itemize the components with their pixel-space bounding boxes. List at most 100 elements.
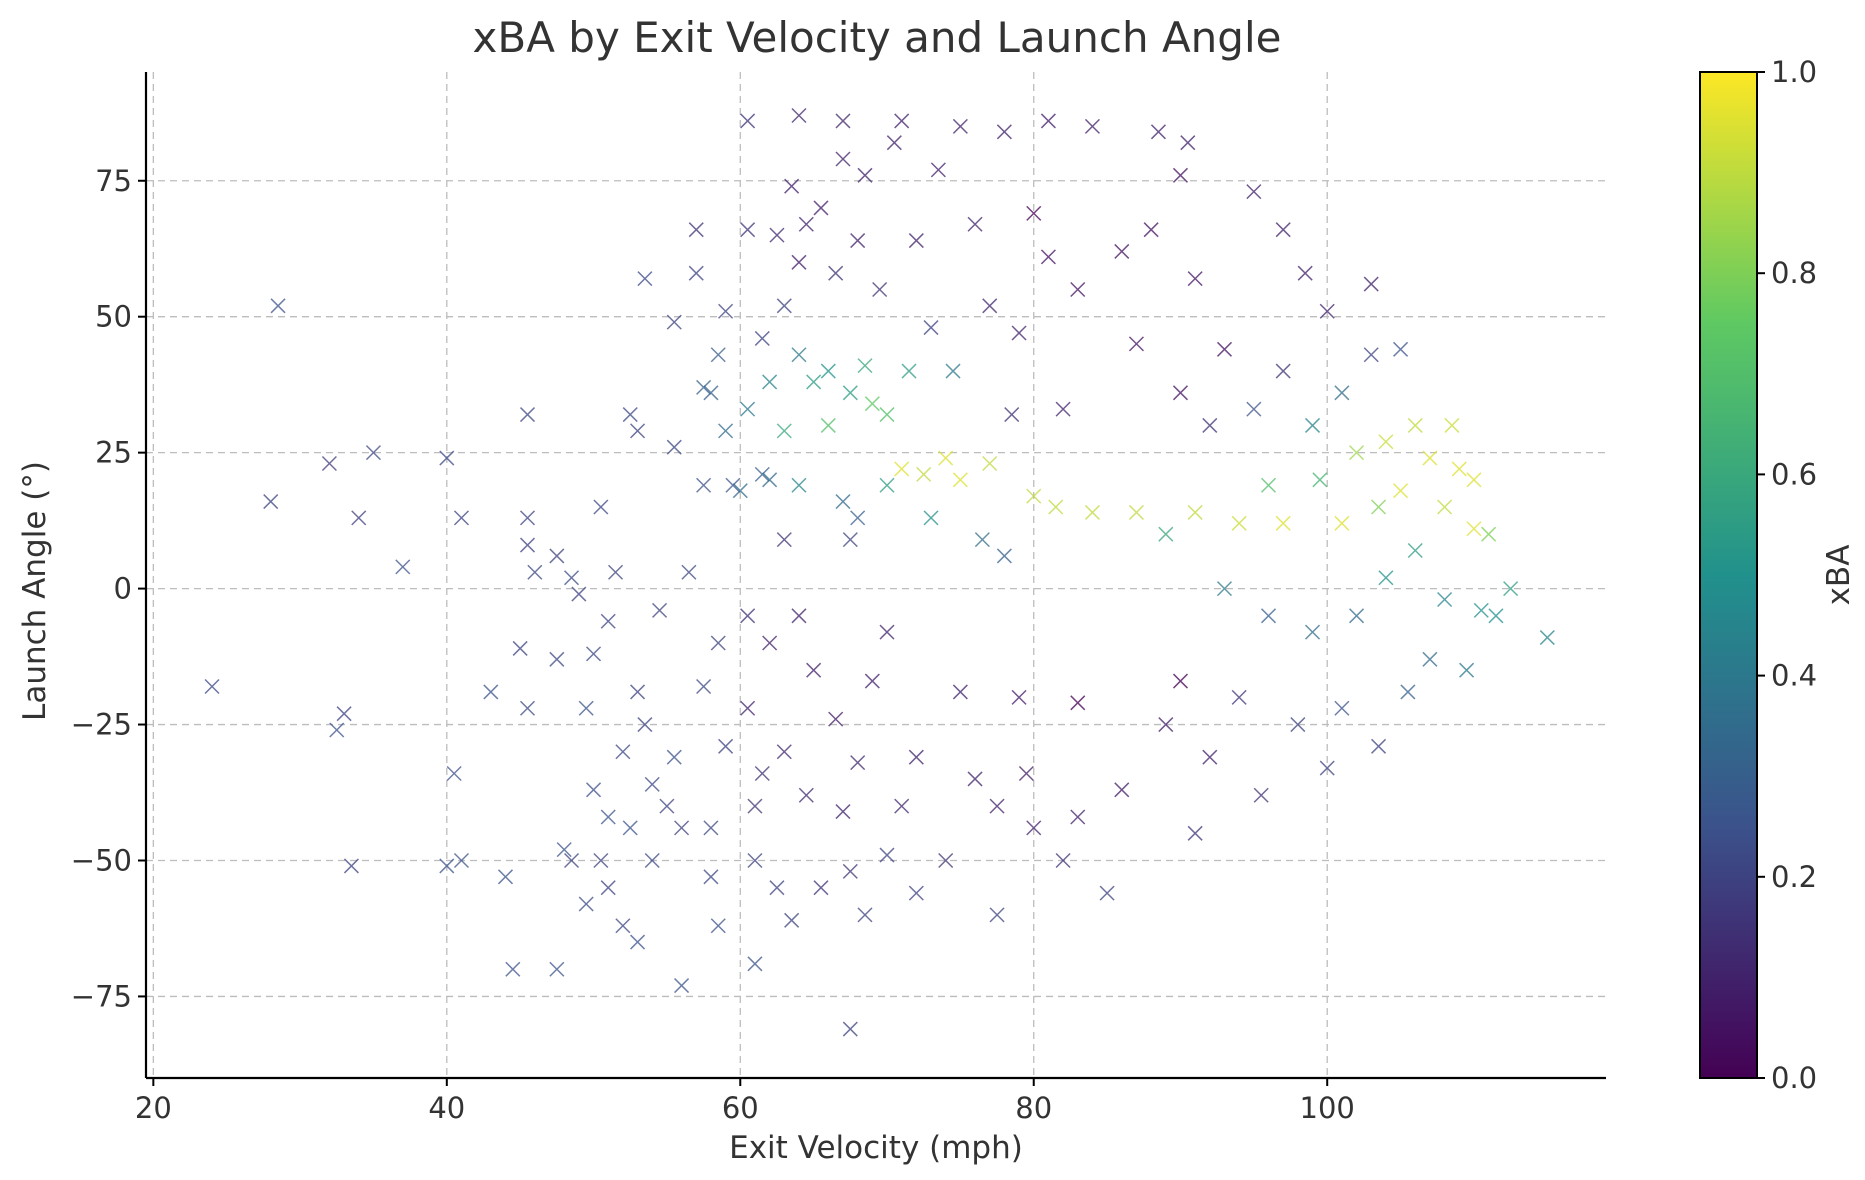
data-point [857, 167, 873, 183]
data-point [519, 537, 536, 553]
data-point [806, 374, 822, 390]
data-point [1187, 504, 1203, 520]
data-point [952, 118, 968, 134]
x-axis-label: Exit Velocity (mph) [729, 1130, 1023, 1166]
data-point [740, 222, 756, 238]
data-point [1048, 499, 1064, 515]
data-point [740, 700, 756, 716]
data-point [622, 407, 638, 423]
data-point [1275, 515, 1291, 531]
data-point [1466, 521, 1482, 537]
data-point [1290, 717, 1306, 733]
data-point [894, 798, 910, 814]
data-point [754, 466, 770, 482]
data-point [1114, 243, 1130, 259]
data-point [696, 477, 712, 493]
y-tick-label: 0 [114, 572, 132, 606]
grid [146, 72, 1606, 1078]
data-point [791, 254, 807, 270]
y-tick-label: −75 [71, 979, 132, 1013]
data-point [1026, 488, 1042, 504]
x-tick-label: 100 [1300, 1091, 1355, 1125]
x-tick-label: 80 [1015, 1091, 1052, 1125]
data-point [1114, 782, 1130, 798]
data-point [776, 423, 792, 439]
y-axis-label: Launch Angle (°) [17, 461, 53, 721]
data-point [901, 363, 917, 379]
data-point [395, 559, 411, 575]
colorbar-tick-label: 0.2 [1771, 860, 1817, 894]
data-point [644, 776, 660, 792]
data-point [842, 863, 858, 879]
data-point [791, 347, 807, 363]
data-point [622, 820, 638, 836]
data-point [703, 385, 719, 401]
data-point [857, 907, 873, 923]
data-point [1312, 472, 1328, 488]
data-point [710, 918, 726, 934]
data-point [630, 684, 646, 700]
data-point [952, 472, 968, 488]
data-point [1349, 608, 1365, 624]
data-point [769, 880, 785, 896]
data-point [1378, 434, 1394, 450]
data-point [600, 613, 616, 629]
data-point [578, 700, 594, 716]
data-point [776, 532, 792, 548]
data-point [1202, 749, 1218, 765]
data-point [762, 374, 778, 390]
data-point [938, 852, 954, 869]
data-point [1481, 526, 1497, 542]
data-point [718, 423, 734, 439]
data-point [696, 678, 712, 695]
data-point [336, 706, 352, 722]
data-point [666, 749, 682, 765]
data-point [1004, 407, 1020, 423]
data-point [1260, 477, 1277, 493]
data-point [1503, 581, 1519, 597]
data-point [1026, 205, 1042, 221]
data-point [321, 455, 337, 472]
data-point [659, 798, 675, 814]
data-point [996, 124, 1012, 140]
data-point [886, 135, 902, 151]
data-point [1055, 852, 1071, 869]
data-point [1305, 624, 1321, 640]
data-point [835, 494, 851, 510]
data-point [776, 744, 792, 760]
data-points [204, 107, 1555, 1037]
data-point [1349, 445, 1365, 461]
colorbar-tick-label: 1.0 [1771, 55, 1817, 89]
data-point [329, 722, 345, 738]
data-point [923, 320, 939, 336]
data-point [1371, 738, 1387, 754]
colorbar: 0.0 0.2 0.4 0.6 0.8 1.0 [1699, 55, 1817, 1095]
data-point [1371, 499, 1387, 515]
data-point [857, 358, 873, 374]
data-point [725, 477, 741, 493]
data-point [747, 852, 763, 869]
data-point [1202, 417, 1218, 433]
data-point [483, 684, 499, 700]
data-point [945, 363, 961, 379]
data-point [952, 684, 968, 700]
data-point [1011, 325, 1027, 341]
data-point [1407, 542, 1423, 559]
data-point [600, 809, 616, 825]
data-point [718, 738, 734, 754]
data-point [1172, 673, 1189, 689]
data-point [1040, 249, 1056, 265]
data-point [1363, 276, 1379, 292]
data-point [343, 858, 359, 874]
data-point [996, 548, 1012, 564]
data-point [1334, 515, 1350, 531]
data-point [593, 499, 609, 515]
data-point [586, 782, 602, 798]
colorbar-tick-label: 0.0 [1771, 1061, 1817, 1095]
data-point [571, 586, 587, 602]
data-point [365, 445, 381, 461]
data-point [879, 477, 895, 493]
data-point [1150, 124, 1166, 140]
data-point [740, 401, 756, 417]
data-point [453, 510, 470, 526]
